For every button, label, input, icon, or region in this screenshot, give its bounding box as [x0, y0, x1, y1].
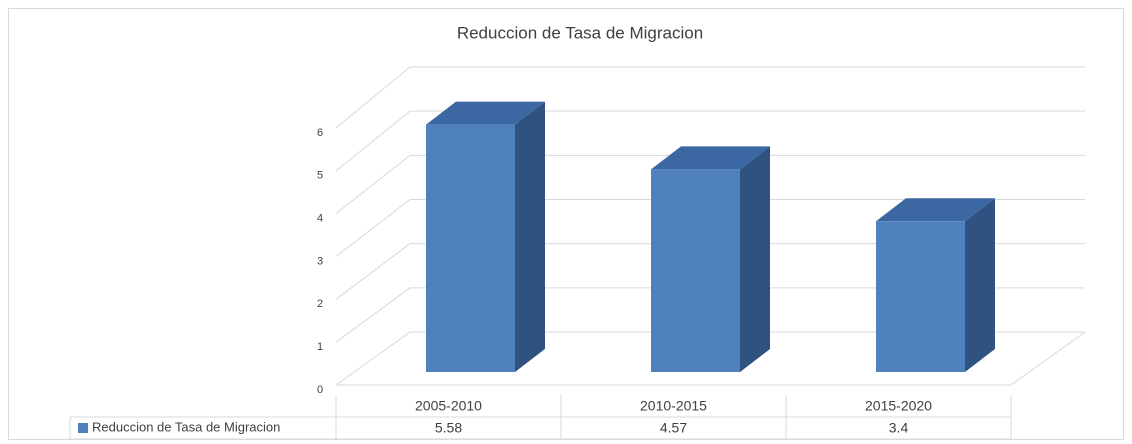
bar-top: [876, 198, 995, 222]
grid-line: [335, 110, 411, 172]
y-tick-label: 0: [317, 384, 323, 396]
bar-top: [651, 146, 770, 170]
y-tick-label: 4: [317, 213, 323, 225]
bar-side: [965, 198, 995, 372]
y-tick-label: 1: [317, 341, 323, 353]
bar-top: [426, 101, 545, 125]
table-value: 4.57: [660, 420, 687, 436]
x-tick-label: 2015-2020: [865, 398, 932, 414]
grid-line: [335, 66, 411, 129]
bar: [651, 169, 740, 372]
grid-line: [335, 154, 411, 215]
bar-side: [515, 101, 545, 373]
bar: [426, 124, 515, 373]
legend-key: [78, 423, 88, 433]
y-tick-label: 5: [317, 170, 323, 182]
x-tick-label: 2010-2015: [640, 398, 707, 414]
grid-line: [335, 243, 411, 300]
chart-title: Reduccion de Tasa de Migracion: [457, 23, 703, 42]
grid-line: [335, 199, 411, 257]
grid-line: [335, 331, 411, 386]
floor-edge: [1010, 331, 1086, 386]
grid-line: [335, 287, 411, 343]
table-value: 3.4: [889, 420, 909, 436]
legend-label: Reduccion de Tasa de Migracion: [92, 419, 280, 434]
y-tick-label: 6: [317, 127, 323, 139]
x-tick-label: 2005-2010: [415, 398, 482, 414]
bar: [876, 221, 965, 372]
bar-side: [740, 146, 770, 372]
y-tick-label: 2: [317, 298, 323, 310]
table-value: 5.58: [435, 420, 462, 436]
y-tick-label: 3: [317, 255, 323, 267]
